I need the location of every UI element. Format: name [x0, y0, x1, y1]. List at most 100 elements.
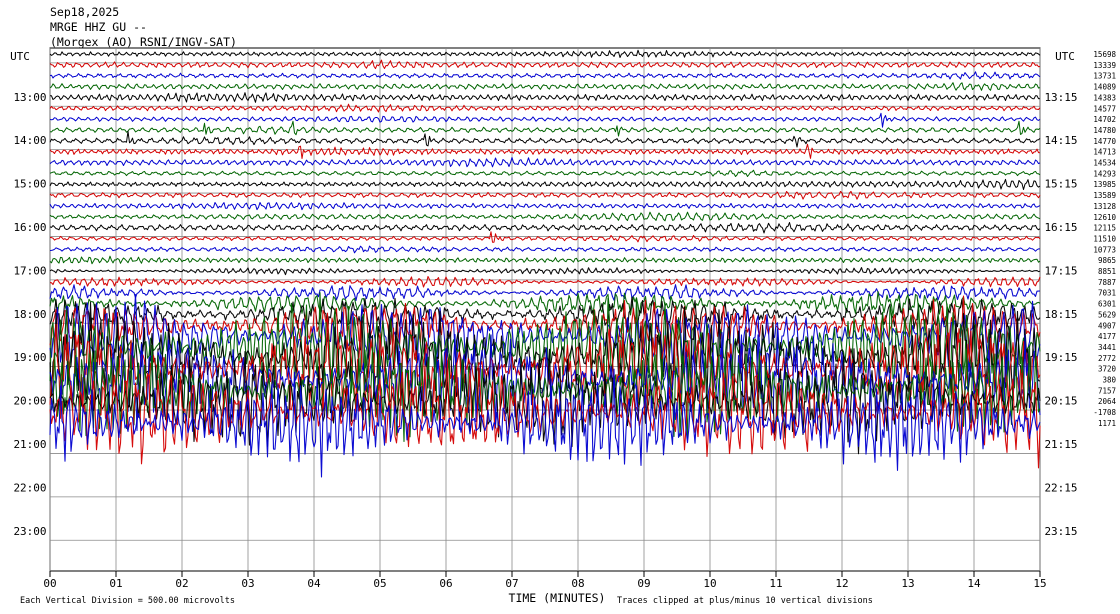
seismic-trace: [49, 245, 1040, 254]
trace-offset-label: 13985: [1093, 180, 1116, 189]
x-tick-label: 09: [637, 577, 650, 590]
trace-offset-label: 14293: [1093, 169, 1116, 178]
seismic-trace: [49, 211, 1041, 222]
right-hour-label: 15:15: [1044, 178, 1077, 191]
seismic-trace: [49, 296, 1041, 335]
left-hour-label: 18:00: [13, 308, 46, 321]
seismic-trace: [49, 292, 1041, 401]
x-tick-label: 00: [43, 577, 56, 590]
seismic-trace: [49, 82, 1041, 91]
right-hour-label: 21:15: [1044, 438, 1077, 451]
seismic-trace: [49, 343, 1041, 443]
seismic-trace: [49, 92, 1041, 103]
x-tick-label: 06: [439, 577, 452, 590]
x-tick-label: 08: [571, 577, 584, 590]
trace-offset-label: 4907: [1098, 321, 1116, 330]
trace-offset-label: 15698: [1093, 50, 1116, 59]
trace-offset-label: 14713: [1093, 148, 1116, 157]
trace-offset-label: 6301: [1098, 300, 1116, 309]
left-hour-label: 15:00: [13, 178, 46, 191]
seismic-trace: [49, 71, 1041, 80]
trace-offset-label: 7887: [1098, 278, 1116, 287]
trace-offset-label: 3441: [1098, 343, 1116, 352]
right-hour-label: 18:15: [1044, 308, 1077, 321]
seismic-trace: [49, 49, 1041, 58]
station-network: (Morgex (AO) RSNI/INGV-SAT): [50, 35, 237, 49]
seismic-trace: [49, 290, 1041, 317]
trace-offset-label: 8851: [1098, 267, 1116, 276]
right-hour-label: 20:15: [1044, 395, 1077, 408]
x-tick-label: 11: [769, 577, 782, 590]
trace-offset-label: 13128: [1093, 202, 1116, 211]
trace-offset-label: 10773: [1093, 245, 1116, 254]
trace-offset-label: -1708: [1093, 408, 1116, 417]
trace-offset-label: 11510: [1093, 234, 1116, 243]
trace-offset-label: 2064: [1098, 397, 1117, 406]
seismic-trace: [49, 255, 1041, 265]
trace-offset-label: 14383: [1093, 93, 1116, 102]
trace-offset-label: 3720: [1098, 365, 1117, 374]
left-hour-label: 23:00: [13, 525, 46, 538]
trace-offset-label: 14577: [1093, 104, 1116, 113]
trace-offset-label: 380: [1102, 376, 1116, 385]
seismic-trace: [49, 120, 1041, 137]
seismic-trace: [49, 267, 1041, 276]
seismic-trace: [49, 275, 1041, 288]
trace-offset-label: 13339: [1093, 61, 1116, 70]
seismic-trace: [49, 103, 1041, 113]
seismic-trace: [49, 368, 1041, 478]
seismic-trace: [49, 143, 1041, 159]
right-axis-label: UTC: [1055, 50, 1075, 63]
seismic-trace: [49, 295, 1041, 355]
right-hour-label: 14:15: [1044, 134, 1077, 147]
trace-offset-label: 13731: [1093, 72, 1116, 81]
left-hour-label: 20:00: [13, 395, 46, 408]
left-axis-label: UTC: [10, 50, 30, 63]
x-tick-label: 14: [967, 577, 981, 590]
trace-offset-label: 7157: [1098, 386, 1116, 395]
trace-offset-label: 4177: [1098, 332, 1116, 341]
plot-date: Sep18,2025: [50, 5, 120, 19]
x-tick-label: 01: [109, 577, 122, 590]
right-hour-label: 22:15: [1044, 481, 1077, 494]
left-hour-label: 13:00: [13, 91, 46, 104]
seismic-trace: [49, 284, 1041, 302]
seismic-trace: [49, 231, 1041, 243]
trace-offset-label: 9865: [1098, 256, 1116, 265]
x-tick-label: 15: [1033, 577, 1046, 590]
left-hour-label: 21:00: [13, 438, 46, 451]
seismic-trace: [49, 59, 1041, 70]
x-tick-label: 07: [505, 577, 518, 590]
x-tick-label: 03: [241, 577, 254, 590]
x-tick-label: 04: [307, 577, 321, 590]
seismic-traces: [49, 49, 1041, 478]
right-hour-label: 23:15: [1044, 525, 1077, 538]
trace-offset-label: 12115: [1093, 224, 1116, 233]
seismic-trace: [49, 312, 1041, 419]
trace-offset-label: 12610: [1093, 213, 1116, 222]
trace-offset-label: 14780: [1093, 126, 1116, 135]
left-hour-label: 22:00: [13, 481, 46, 494]
trace-offset-label: 1171: [1098, 419, 1116, 428]
seismic-trace: [49, 130, 1041, 148]
seismic-trace: [49, 112, 1041, 128]
right-hour-label: 16:15: [1044, 221, 1077, 234]
seismic-trace: [49, 222, 1041, 234]
right-hour-label: 13:15: [1044, 91, 1077, 104]
left-hour-label: 14:00: [13, 134, 46, 147]
seismic-trace: [49, 301, 1041, 410]
seismic-trace: [49, 169, 1041, 177]
seismic-trace: [49, 328, 1041, 432]
trace-offset-label: 14770: [1093, 137, 1116, 146]
trace-offset-label: 7031: [1098, 289, 1116, 298]
x-tick-label: 02: [175, 577, 188, 590]
x-tick-label: 12: [835, 577, 848, 590]
seismic-trace: [49, 202, 1041, 211]
seismic-trace: [49, 190, 1041, 200]
right-hour-label: 17:15: [1044, 264, 1077, 277]
trace-offset-label: 13589: [1093, 191, 1116, 200]
x-tick-label: 13: [901, 577, 914, 590]
trace-offset-label: 14534: [1093, 159, 1116, 168]
x-tick-label: 05: [373, 577, 386, 590]
